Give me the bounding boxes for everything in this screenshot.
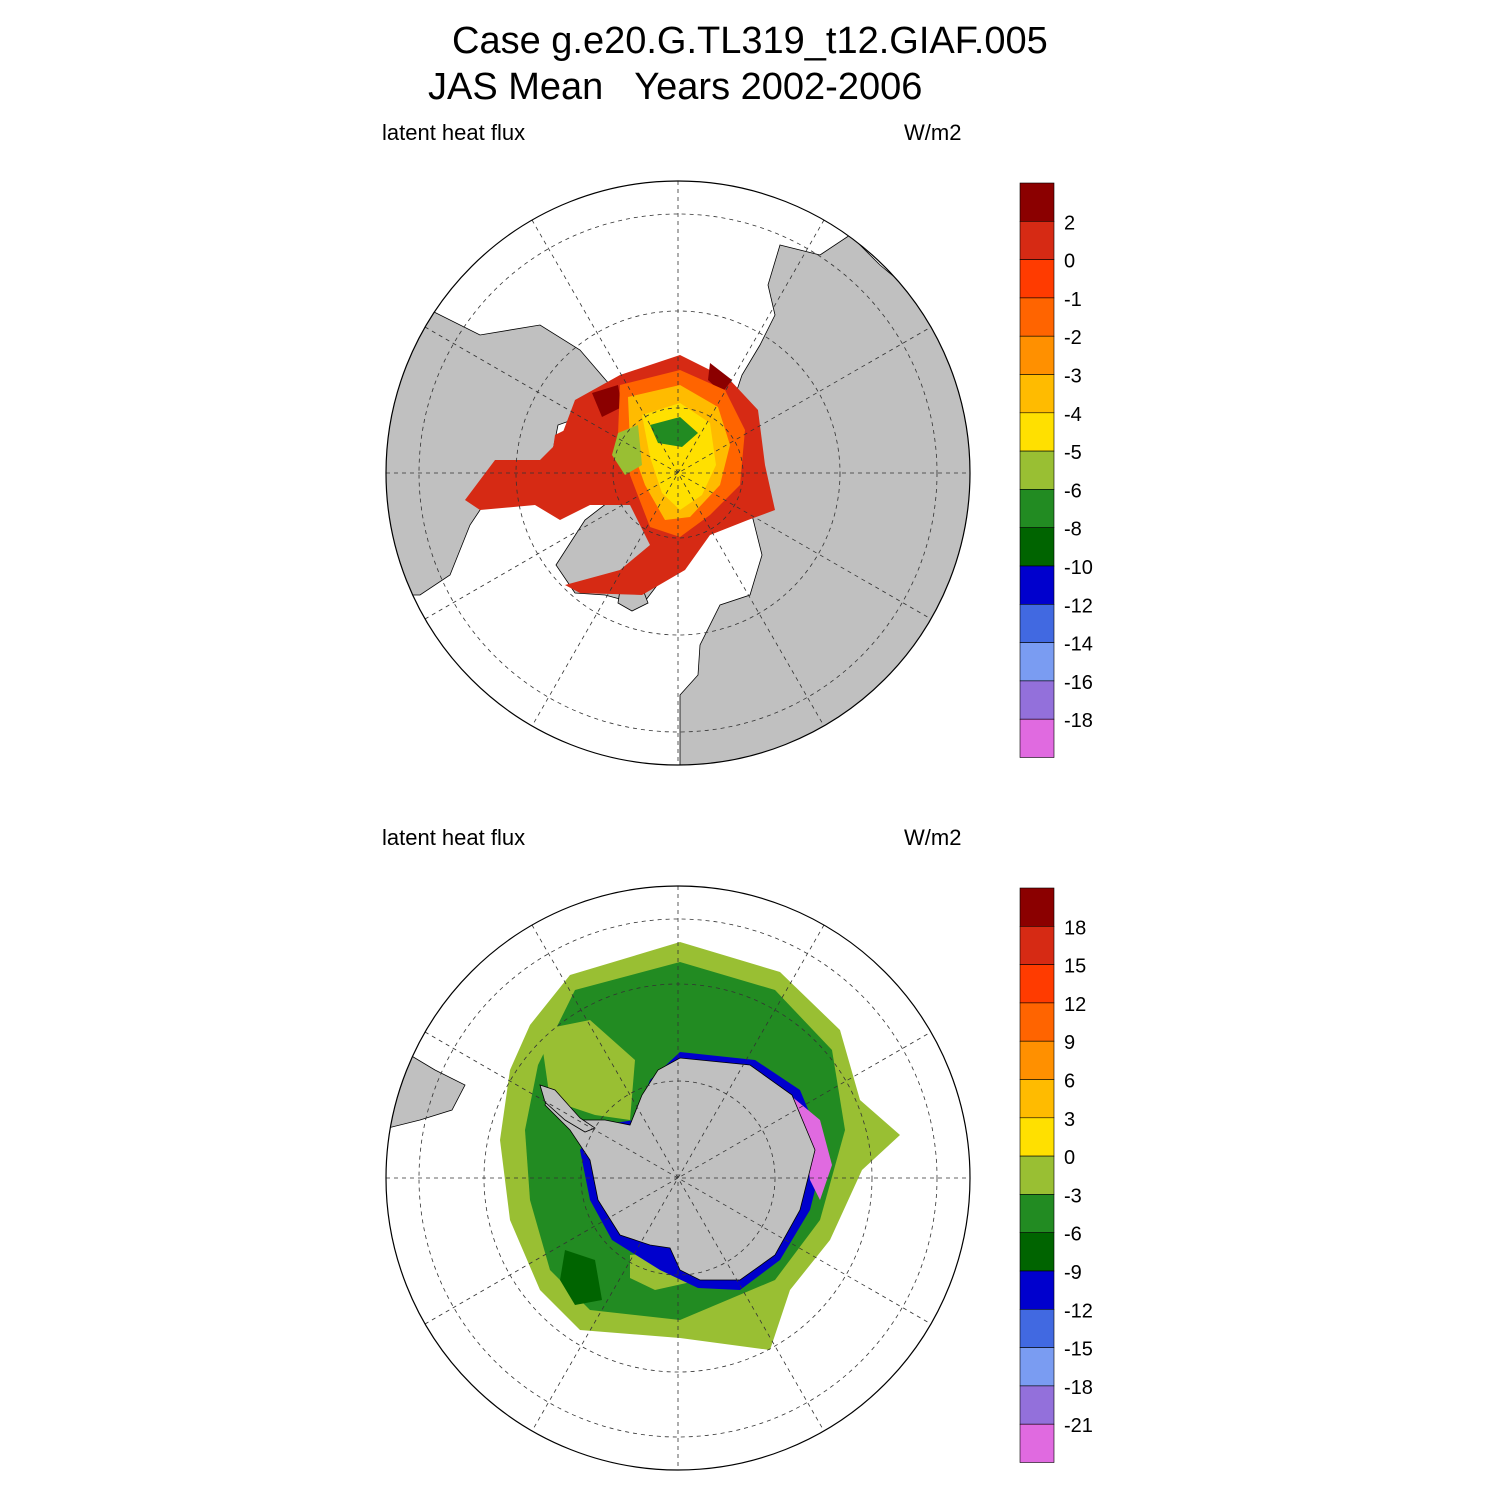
north-colorbar-swatch: [1019, 220, 1055, 260]
north-colorbar-tick-label: -3: [1064, 366, 1082, 388]
south-colorbar-tick-label: 9: [1064, 1032, 1075, 1054]
south-colorbar-tick-label: -21: [1064, 1415, 1093, 1437]
south-colorbar-tick-label: 6: [1064, 1071, 1075, 1093]
south-variable-label: latent heat flux: [382, 825, 526, 850]
south-polar-map: [385, 885, 971, 1471]
south-land-antarctic-peninsula: [539, 1084, 596, 1133]
north-colorbar-tick-label: -1: [1064, 289, 1082, 311]
north-colorbar-tick-label: -8: [1064, 519, 1082, 541]
south-field-inner-lightgreen: [540, 1020, 635, 1120]
south-colorbar-tick-label: 0: [1064, 1147, 1075, 1169]
north-colorbar-swatch: [1019, 680, 1055, 720]
south-colorbar-swatch: [1019, 964, 1055, 1004]
north-map-border: [385, 180, 971, 766]
south-colorbar-swatch: [1019, 1079, 1055, 1119]
south-colorbar-swatch: [1019, 1423, 1055, 1463]
south-colorbar-tick-label: -18: [1064, 1377, 1093, 1399]
south-colorbar-tick-label: 3: [1064, 1109, 1075, 1131]
north-colorbar-tick-label: -5: [1064, 442, 1082, 464]
north-field-darkred-cap: [592, 385, 622, 417]
south-colorbar-swatch: [1019, 1040, 1055, 1080]
north-colorbar-tick-label: -18: [1064, 710, 1093, 732]
north-field-darkgreen: [650, 417, 698, 447]
south-colorbar-swatch: [1019, 1155, 1055, 1195]
south-colorbar-tick-label: -12: [1064, 1300, 1093, 1322]
south-graticule: [386, 886, 970, 1470]
figure-title-case: Case g.e20.G.TL319_t12.GIAF.005: [452, 20, 1048, 62]
north-colorbar-swatch: [1019, 374, 1055, 414]
north-variable-label: latent heat flux: [382, 120, 526, 145]
south-colorbar-tick-label: -6: [1064, 1224, 1082, 1246]
south-field-darkgreen: [560, 1250, 602, 1305]
north-colorbar-swatch: [1019, 259, 1055, 299]
south-colorbar-swatch: [1019, 925, 1055, 965]
north-colorbar: 2 0 -1 -2 -3 -4 -5 -6 -8 -10 -12 -14 -16 -18: [1019, 182, 1093, 758]
north-polar-map: [385, 180, 971, 766]
north-field-green: [612, 425, 642, 475]
north-colorbar-swatch: [1019, 718, 1055, 758]
south-colorbar-swatch: [1019, 1270, 1055, 1310]
north-colorbar-swatch: [1019, 182, 1055, 222]
south-colorbar-swatch: [1019, 1117, 1055, 1157]
north-colorbar-swatch: [1019, 489, 1055, 528]
south-colorbar-swatch: [1019, 887, 1055, 927]
south-colorbar-swatch: [1019, 1194, 1055, 1233]
north-units-label: W/m2: [904, 120, 962, 145]
north-colorbar-swatch: [1019, 642, 1055, 682]
south-colorbar-swatch: [1019, 1385, 1055, 1425]
south-colorbar-tick-label: 12: [1064, 994, 1086, 1016]
south-colorbar-swatch: [1019, 1232, 1055, 1272]
north-colorbar-tick-label: -12: [1064, 595, 1093, 617]
north-colorbar-swatch: [1019, 603, 1055, 643]
figure-title-period: JAS Mean Years 2002-2006: [428, 66, 923, 108]
north-colorbar-tick-label: -14: [1064, 634, 1093, 656]
north-colorbar-swatch: [1019, 297, 1055, 337]
south-colorbar-swatch: [1019, 1002, 1055, 1042]
south-colorbar-tick-label: 18: [1064, 917, 1086, 939]
north-colorbar-tick-label: -16: [1064, 672, 1093, 694]
south-colorbar-tick-label: 15: [1064, 956, 1086, 978]
north-colorbar-tick-label: -2: [1064, 327, 1082, 349]
north-colorbar-tick-label: -6: [1064, 480, 1082, 502]
south-colorbar-tick-label: -9: [1064, 1262, 1082, 1284]
north-colorbar-tick-label: -10: [1064, 557, 1093, 579]
south-colorbar: 18 15 12 9 6 3 0 -3 -6 -9 -12 -15 -18 -21: [1019, 887, 1093, 1463]
north-colorbar-swatch: [1019, 412, 1055, 452]
south-units-label: W/m2: [904, 825, 962, 850]
north-colorbar-swatch: [1019, 565, 1055, 605]
north-colorbar-tick-label: -4: [1064, 404, 1082, 426]
north-colorbar-swatch: [1019, 335, 1055, 375]
north-colorbar-swatch: [1019, 527, 1055, 567]
south-colorbar-tick-label: -15: [1064, 1339, 1093, 1361]
north-field-canada-red: [550, 415, 608, 475]
south-map-border: [385, 885, 971, 1471]
north-colorbar-swatch: [1019, 450, 1055, 490]
south-colorbar-swatch: [1019, 1308, 1055, 1348]
north-colorbar-tick-label: 0: [1064, 251, 1075, 273]
north-colorbar-tick-label: 2: [1064, 212, 1075, 234]
north-graticule: [386, 181, 970, 765]
south-land-antarctica: [544, 1057, 816, 1281]
south-colorbar-swatch: [1019, 1347, 1055, 1387]
south-colorbar-tick-label: -3: [1064, 1185, 1082, 1207]
